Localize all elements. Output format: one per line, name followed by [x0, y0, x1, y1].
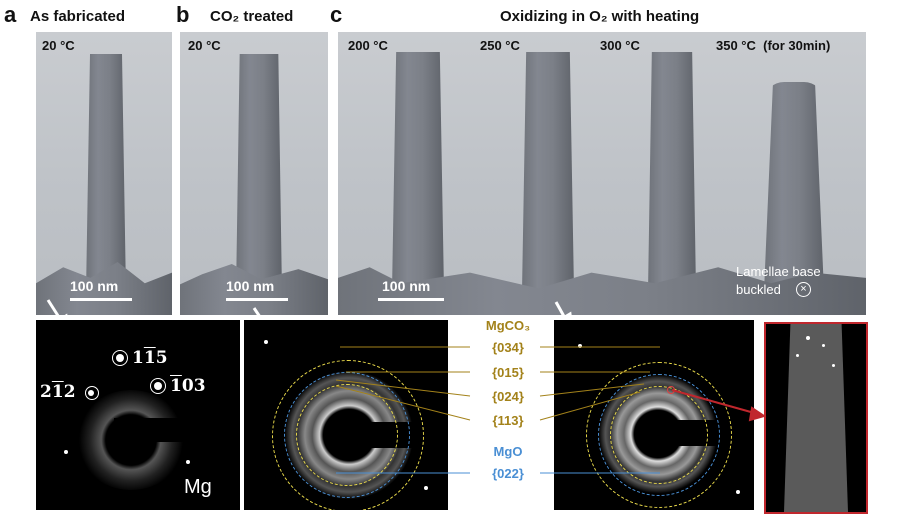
ring-label-015: {015} [492, 365, 524, 380]
panel-letter-a: a [4, 2, 17, 27]
ring-label-113: {113} [492, 413, 524, 428]
scalebar-b [226, 298, 288, 301]
buckled-note-line1: Lamellae base [736, 264, 821, 279]
scalebar-c [378, 298, 444, 301]
buckled-note-line2: buckled [736, 282, 781, 297]
diffraction-b [244, 320, 448, 510]
line-024-right [539, 383, 645, 397]
panel-letter-c: c [330, 2, 343, 27]
panel-title-a: As fabricated [30, 8, 126, 25]
dark-field-inset [764, 322, 868, 514]
line-024-left [335, 379, 471, 397]
temp-label-200: 200 °C [348, 38, 388, 53]
temp-label-b: 20 °C [188, 38, 221, 53]
mg-label: Mg [184, 476, 212, 498]
ring-label-022: {022} [492, 466, 524, 481]
into-page-icon: × [796, 282, 811, 297]
mgo-label: MgO [493, 444, 523, 459]
line-113-left [335, 385, 471, 421]
ring-label-034: {034} [492, 340, 524, 355]
temp-label-250: 250 °C [480, 38, 520, 53]
tem-image-a: 20 °C 100 nm [36, 32, 172, 315]
index-103: 103 [170, 376, 206, 396]
ring-label-024: {024} [492, 389, 524, 404]
inset-pointer-head [748, 406, 767, 422]
diffraction-a: 115 212 103 Mg [36, 320, 240, 510]
panel-letter-b: b [176, 2, 190, 27]
index-115: 115 [132, 348, 168, 368]
scalebar-a [70, 298, 132, 301]
mgco3-label: MgCO₃ [485, 318, 531, 333]
temp-label-300: 300 °C [600, 38, 640, 53]
index-212: 212 [40, 382, 76, 402]
line-113-right [539, 391, 641, 421]
temp-label-a: 20 °C [42, 38, 75, 53]
inset-pointer-line [671, 389, 759, 415]
tem-image-b: 20 °C 100 nm [180, 32, 328, 315]
panel-title-c: Oxidizing in O₂ with heating [500, 8, 700, 25]
panel-title-b: CO₂ treated [210, 8, 294, 25]
diffraction-c [554, 320, 754, 510]
scalebar-label-a: 100 nm [70, 278, 119, 294]
tem-image-c: 200 °C 250 °C 300 °C 350 °C (for 30min) … [338, 32, 866, 315]
scalebar-label-b: 100 nm [226, 278, 275, 294]
temp-label-350: 350 °C (for 30min) [716, 38, 831, 53]
scalebar-label-c: 100 nm [382, 278, 431, 294]
